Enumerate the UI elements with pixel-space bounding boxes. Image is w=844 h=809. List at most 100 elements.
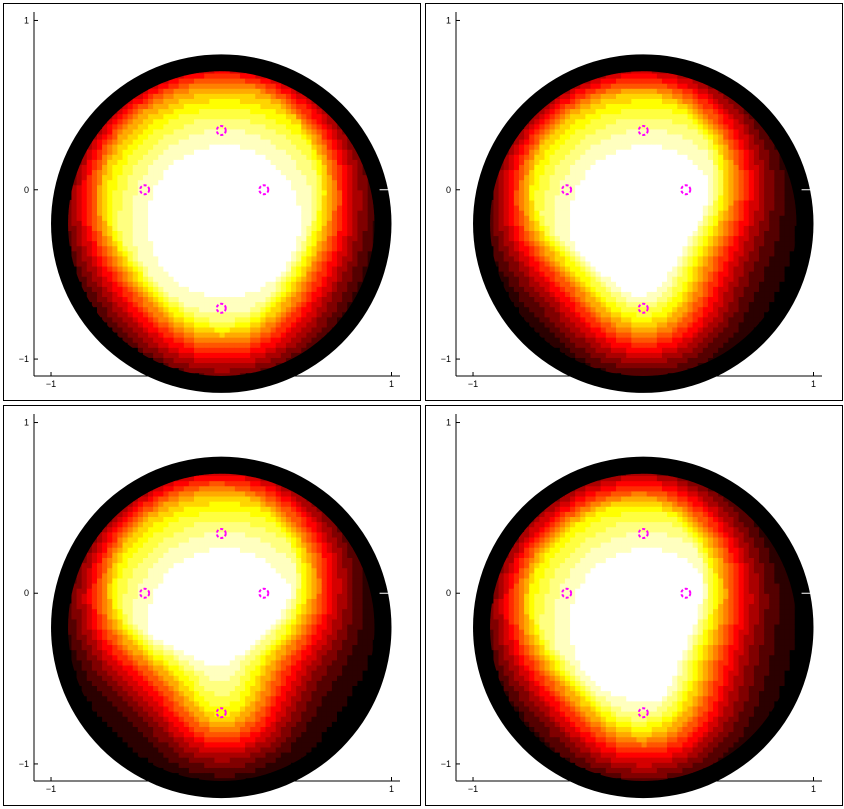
heatmap-cell — [672, 93, 678, 99]
heatmap-cell — [168, 189, 175, 196]
heatmap-cell — [91, 210, 98, 216]
heatmap-cell — [194, 276, 200, 282]
heatmap-cell — [280, 291, 287, 298]
heatmap-cell — [544, 331, 551, 338]
heatmap-cell — [559, 245, 566, 252]
heatmap-cell — [631, 133, 638, 140]
heatmap-cell — [229, 326, 236, 333]
heatmap-cell — [518, 306, 525, 313]
heatmap-cell — [503, 159, 510, 165]
heatmap-cell — [367, 189, 374, 196]
heatmap-cell — [503, 260, 510, 267]
heatmap-cell — [651, 123, 658, 130]
heatmap-cell — [621, 276, 627, 282]
heatmap-cell — [559, 316, 566, 323]
heatmap-cell — [158, 199, 164, 206]
heatmap-cell — [616, 78, 622, 84]
heatmap-cell — [153, 179, 159, 186]
heatmap-cell — [107, 154, 113, 160]
heatmap-cell — [270, 220, 277, 226]
heatmap-cell — [137, 103, 144, 110]
heatmap-cell — [342, 138, 348, 145]
heatmap-cell — [163, 352, 170, 358]
heatmap-cell — [347, 225, 353, 231]
heatmap-cell — [570, 265, 576, 272]
heatmap-cell — [513, 245, 520, 252]
heatmap-cell — [168, 316, 175, 323]
heatmap-cell — [270, 250, 277, 257]
heatmap-cell — [677, 93, 684, 99]
heatmap-cell — [199, 113, 205, 120]
heatmap-cell — [280, 169, 287, 176]
heatmap-cell — [337, 230, 343, 237]
heatmap-cell — [626, 78, 632, 84]
heatmap-cell — [554, 98, 561, 105]
heatmap-cell — [122, 321, 129, 328]
heatmap-cell — [153, 189, 159, 196]
heatmap-cell — [270, 174, 277, 181]
heatmap-cell — [122, 103, 129, 110]
heatmap-cell — [224, 144, 231, 150]
heatmap-cell — [306, 281, 313, 287]
heatmap-cell — [326, 123, 333, 130]
heatmap-cell — [137, 199, 144, 206]
heatmap-cell — [621, 108, 627, 115]
heatmap-cell — [306, 159, 313, 165]
heatmap-cell — [498, 225, 505, 231]
heatmap-cell — [575, 326, 581, 333]
heatmap-cell — [158, 118, 164, 125]
heatmap-cell — [626, 159, 632, 165]
heatmap-cell — [86, 174, 93, 181]
heatmap-cell — [229, 133, 236, 140]
heatmap-cell — [255, 230, 262, 237]
heatmap-cell — [357, 199, 364, 206]
heatmap-cell — [214, 93, 221, 99]
heatmap-cell — [204, 352, 210, 358]
heatmap-cell — [219, 291, 226, 298]
heatmap-cell — [229, 276, 236, 282]
heatmap-cell — [234, 291, 241, 298]
heatmap-cell — [102, 306, 108, 313]
heatmap-cell — [529, 271, 535, 277]
heatmap-cell — [651, 189, 658, 196]
heatmap-cell — [534, 260, 541, 267]
heatmap-cell — [132, 331, 139, 338]
x-tick-label: 1 — [811, 379, 816, 389]
heatmap-cell — [321, 108, 328, 115]
heatmap-cell — [158, 250, 164, 257]
heatmap-cell — [229, 113, 236, 120]
heatmap-cell — [590, 169, 597, 176]
heatmap-cell — [117, 169, 124, 176]
heatmap-cell — [219, 108, 226, 115]
heatmap-cell — [524, 220, 530, 226]
heatmap-cell — [508, 194, 515, 201]
heatmap-cell — [132, 326, 139, 333]
heatmap-cell — [194, 194, 200, 201]
heatmap-cell — [616, 205, 622, 211]
heatmap-cell — [209, 103, 216, 110]
heatmap-cell — [173, 265, 180, 272]
heatmap-cell — [513, 230, 520, 237]
heatmap-cell — [265, 260, 272, 267]
heatmap-cell — [564, 128, 571, 135]
heatmap-cell — [661, 128, 668, 135]
heatmap-cell — [280, 331, 287, 338]
heatmap-cell — [301, 337, 307, 343]
heatmap-cell — [610, 362, 617, 369]
heatmap-cell — [158, 260, 164, 267]
heatmap-cell — [188, 296, 195, 303]
heatmap-cell — [229, 149, 236, 155]
heatmap-cell — [239, 301, 246, 308]
heatmap-cell — [219, 189, 226, 196]
heatmap-cell — [337, 306, 343, 313]
heatmap-cell — [585, 189, 592, 196]
heatmap-cell — [204, 108, 210, 115]
heatmap-cell — [656, 337, 663, 343]
heatmap-cell — [245, 286, 251, 292]
heatmap-cell — [682, 159, 689, 165]
heatmap-cell — [570, 321, 576, 328]
heatmap-cell — [117, 291, 124, 298]
heatmap-cell — [616, 260, 622, 267]
heatmap-cell — [255, 78, 262, 84]
heatmap-cell — [646, 144, 653, 150]
